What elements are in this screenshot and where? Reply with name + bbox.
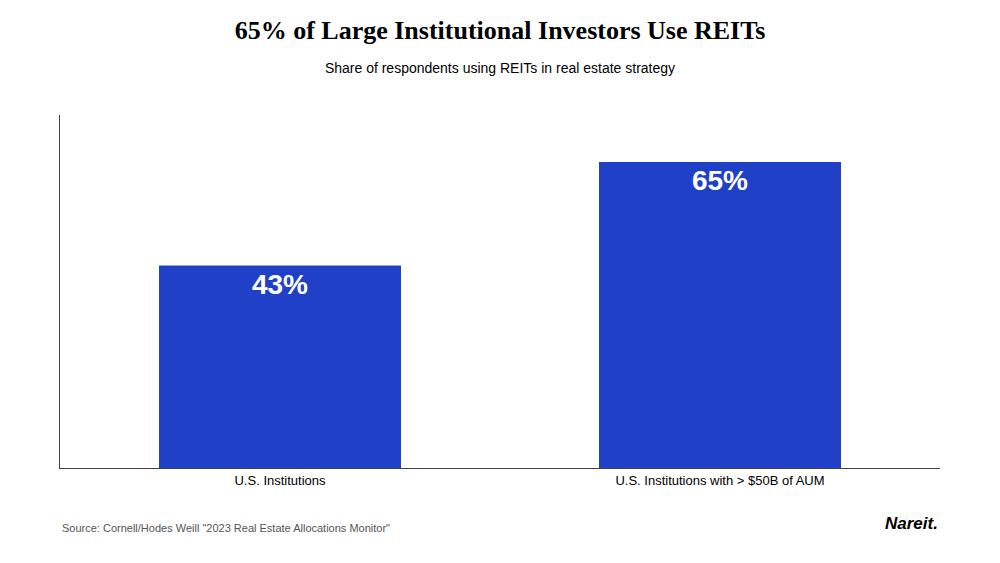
svg-text:65%: 65% [692, 165, 748, 196]
svg-text:43%: 43% [252, 269, 308, 300]
svg-text:U.S. Institutions: U.S. Institutions [234, 473, 326, 488]
svg-text:U.S. Institutions with > $50B: U.S. Institutions with > $50B of AUM [615, 473, 824, 488]
svg-text:65% of Large Institutional Inv: 65% of Large Institutional Investors Use… [235, 16, 766, 76]
svg-text:Source: Cornell/Hodes Weill "2: Source: Cornell/Hodes Weill "2023 Real E… [62, 522, 390, 534]
svg-text:Nareit.: Nareit. [885, 514, 938, 533]
